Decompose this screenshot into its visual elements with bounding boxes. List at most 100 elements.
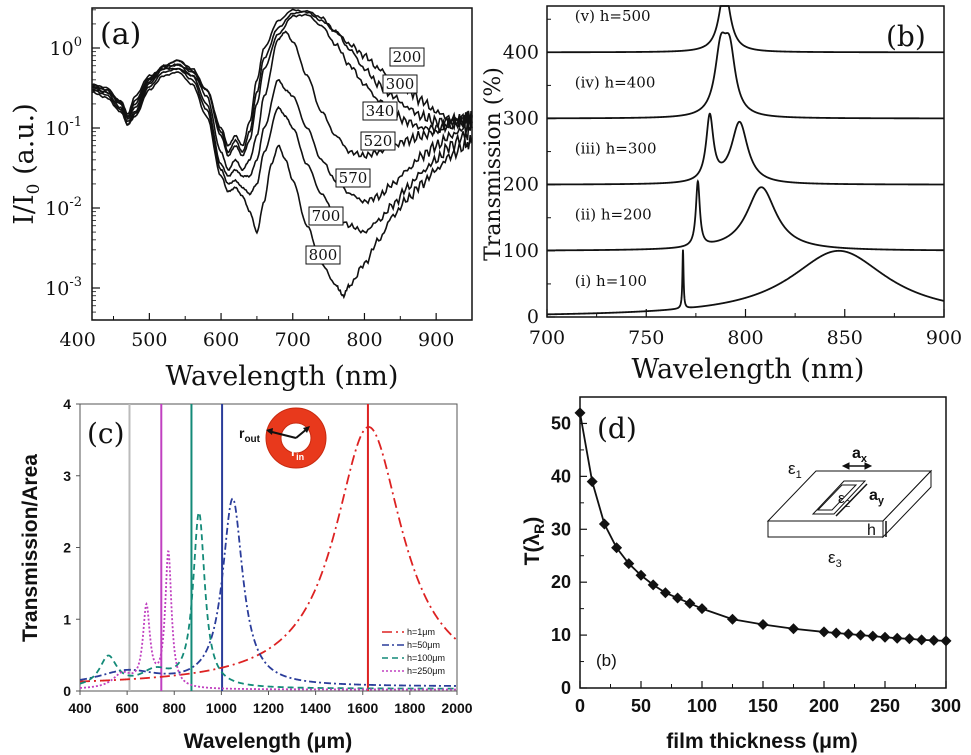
panel-d-y-tick-label: 10 <box>551 625 571 645</box>
panel-a-label: (a) <box>100 17 141 52</box>
panel-c-series-0 <box>79 426 458 683</box>
panel-a-y-tick-label: 10-2 <box>45 195 82 220</box>
panel-a-y-axis-label-unit: (a.u.) <box>9 103 40 183</box>
panel-b-series-label: (i) h=100 <box>575 272 647 290</box>
slab-aperture <box>811 480 867 515</box>
panel-d-x-tick-label: 250 <box>870 696 900 716</box>
panel-a-series-570 <box>91 63 473 205</box>
panel-a-series-label-box <box>382 74 418 94</box>
panel-a-x-tick-label: 800 <box>346 329 382 351</box>
panel-b-label: (b) <box>886 20 926 53</box>
panel-c-x-tick-label: 1600 <box>347 700 378 716</box>
panel-d-slab-inset <box>766 462 933 539</box>
panel-c-series-1 <box>79 497 458 687</box>
panel-b-series-4 <box>547 5 944 54</box>
panel-c-vertical-lines <box>128 404 369 691</box>
panel-a-x-tick-label: 500 <box>131 329 167 351</box>
panel-a-y-axis-label-main: I/I <box>9 194 40 224</box>
r-out-label: rout <box>239 425 261 445</box>
h-label: h <box>867 522 876 539</box>
panel-a-x-tick-label: 400 <box>60 329 96 351</box>
panel-a-series-labels: 200 300 340 520 570 700 800 <box>305 47 425 265</box>
panel-d-data-point <box>855 629 867 641</box>
panel-b-x-tick-label: 700 <box>529 327 565 349</box>
panel-c-x-tick-label: 800 <box>163 700 187 716</box>
panel-d-y-ticks: 0 10 20 30 40 50 <box>551 413 587 698</box>
panel-c-x-tick-label: 600 <box>115 700 139 716</box>
panel-a-series-label: 570 <box>339 169 368 187</box>
panel-b-series-label: (iv) h=400 <box>575 73 656 91</box>
panel-b-x-axis-label: Wavelength (nm) <box>632 354 865 385</box>
panel-d-x-tick-label: 200 <box>809 696 839 716</box>
panel-b-series-0 <box>547 249 945 316</box>
panel-d-data-point <box>647 579 659 591</box>
panel-d-x-ticks: 0 50 100 150 200 250 300 <box>575 681 961 716</box>
panel-d-data-point <box>903 633 915 645</box>
panel-c-y-tick-label: 4 <box>63 396 71 412</box>
panel-d-y-tick-label: 0 <box>561 678 571 698</box>
panel-d-series <box>574 407 952 647</box>
panel-d-data-point <box>727 613 738 625</box>
panel-a-series-label: 800 <box>309 246 338 264</box>
panel-c-legend-label: h=1μm <box>407 627 435 637</box>
panel-a-frame <box>91 7 473 321</box>
ax-arrowhead-left <box>841 462 850 470</box>
panel-d-data-point <box>867 630 879 642</box>
panel-b-series-1 <box>546 179 944 252</box>
panel-d-sublabel: (b) <box>596 651 617 670</box>
panel-d-data-point <box>574 407 586 419</box>
panel-c-y-axis-label: Transmission/Area <box>19 454 42 642</box>
slab-front <box>767 520 884 538</box>
panel-d-data-point <box>891 632 903 644</box>
panel-a-series-label-box <box>389 47 425 67</box>
panel-d-data-point <box>940 635 952 647</box>
panel-d-y-tick-label: 50 <box>551 413 571 433</box>
panel-d-x-axis-label: film thickness (μm) <box>666 730 857 753</box>
panel-d-x-tick-label: 50 <box>631 696 651 716</box>
panel-a-series-label: 200 <box>393 48 422 66</box>
panel-a-x-tick-label: 900 <box>418 329 454 351</box>
panel-d-data-point <box>696 603 708 615</box>
panel-d-data-point <box>830 627 842 639</box>
panel-d-data-point <box>757 619 769 631</box>
panel-c-x-tick-label: 1000 <box>206 700 237 716</box>
panel-b-series <box>546 5 945 316</box>
panel-c-ring-inset: rout rin <box>239 407 327 469</box>
panel-d-x-tick-label: 100 <box>687 696 717 716</box>
panel-a: (a) 400 500 600 700 800 900 100 10-1 10-2 10-3 2… <box>9 7 473 392</box>
panel-b-x-tick-label: 850 <box>827 327 863 349</box>
panel-b-y-axis-label: Transmission (%) <box>481 67 506 261</box>
panel-a-y-ticks: 100 10-1 10-2 10-3 <box>45 9 100 321</box>
panel-d-data-point <box>659 587 671 599</box>
panel-c-y-tick-label: 1 <box>63 611 71 627</box>
panel-c-y-tick-label: 0 <box>63 683 71 699</box>
panel-c-y-tick-label: 3 <box>63 468 71 484</box>
panel-d-x-tick-label: 0 <box>575 696 585 716</box>
panel-b-x-ticks: 700 750 800 850 900 <box>529 309 962 349</box>
r-out-arrowhead <box>266 428 273 435</box>
panel-d-data-point <box>842 628 854 640</box>
panel-a-series-label: 340 <box>366 102 395 120</box>
panel-a-y-axis-label-sub: 0 <box>24 184 44 195</box>
panel-d-data-point <box>684 597 696 609</box>
panel-a-series-label-box <box>362 101 398 121</box>
panel-b-y-tick-label: 0 <box>527 306 539 328</box>
ay-label: ay <box>869 487 885 507</box>
panel-c-series-2 <box>79 511 457 690</box>
ax-arrowhead-right <box>864 462 873 470</box>
panel-d-x-tick-label: 150 <box>748 696 778 716</box>
panel-a-x-axis-label: Wavelength (nm) <box>166 361 399 392</box>
panel-d-data-point <box>818 626 830 638</box>
panel-a-series-label-box <box>305 245 341 265</box>
panel-b-series-labels: (i) h=100 (ii) h=200 (iii) h=300 (iv) h=400… <box>575 7 657 290</box>
panel-c-series <box>79 426 458 691</box>
eps2-label: ε2 <box>838 490 851 510</box>
panel-a-series-label: 300 <box>386 75 415 93</box>
panel-c-legend-label: h=250μm <box>407 666 445 676</box>
panel-d-data-point <box>916 634 928 646</box>
panel-c-x-axis-label: Wavelength (μm) <box>184 730 352 753</box>
panel-d-data-point <box>598 518 610 530</box>
panel-b-y-tick-label: 100 <box>503 240 539 262</box>
panel-d-data-point <box>928 634 940 646</box>
panel-d-data-point <box>611 542 623 554</box>
